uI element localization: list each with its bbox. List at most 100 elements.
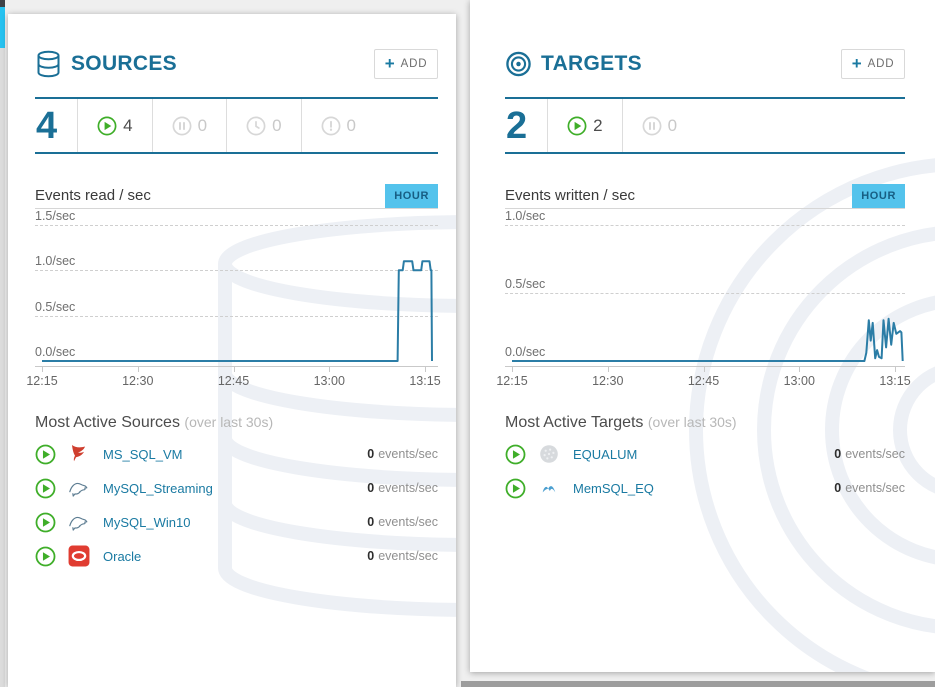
left-edge-track bbox=[0, 48, 5, 687]
alert-icon bbox=[321, 116, 341, 136]
chart-plot bbox=[512, 317, 904, 362]
y-axis-label: 0.5/sec bbox=[505, 277, 546, 291]
play-icon bbox=[567, 116, 587, 136]
window-edge-dark bbox=[0, 0, 5, 7]
sources-total-count: 4 bbox=[36, 104, 58, 147]
chart-line bbox=[42, 260, 433, 362]
sources-chart-header: Events read / sec HOUR bbox=[35, 184, 438, 209]
chart-plot bbox=[42, 260, 433, 362]
sources-header: SOURCES + ADD bbox=[35, 48, 438, 80]
item-name-link[interactable]: EQUALUM bbox=[573, 446, 638, 462]
list-subtitle: (over last 30s) bbox=[647, 414, 737, 430]
rate-unit: events/sec bbox=[378, 515, 438, 529]
list-title: Most Active Targets bbox=[505, 414, 644, 431]
rate-value: 0 bbox=[834, 481, 842, 495]
targets-panel: TARGETS + ADD 2 2 0 Events written / sec … bbox=[470, 0, 935, 672]
rate-unit: events/sec bbox=[845, 481, 905, 495]
database-icon bbox=[35, 50, 62, 78]
horizontal-scrollbar[interactable] bbox=[461, 681, 935, 687]
x-axis-label: 12:15 bbox=[26, 374, 58, 388]
events-read-chart: 1.5/sec 1.0/sec 0.5/sec 0.0/sec 12:15 12:30 12… bbox=[26, 208, 440, 400]
equalum-icon bbox=[538, 443, 560, 465]
source-row: MySQL_Win10 0 events/sec bbox=[35, 505, 438, 539]
rate-unit: events/sec bbox=[378, 447, 438, 461]
rate-value: 0 bbox=[367, 515, 375, 529]
targets-header: TARGETS + ADD bbox=[505, 48, 905, 80]
source-row: MS_SQL_VM 0 events/sec bbox=[35, 437, 438, 471]
status-count: 4 bbox=[123, 115, 133, 135]
most-active-sources: Most Active Sources (over last 30s) MS_S… bbox=[35, 414, 438, 573]
x-axis-tick bbox=[137, 366, 139, 372]
item-name-link[interactable]: MemSQL_EQ bbox=[573, 480, 654, 496]
y-axis-label: 0.0/sec bbox=[505, 345, 546, 359]
add-source-button[interactable]: + ADD bbox=[374, 49, 438, 79]
play-icon bbox=[97, 116, 117, 136]
add-button-label: ADD bbox=[867, 58, 895, 70]
item-name-link[interactable]: MySQL_Streaming bbox=[103, 480, 213, 496]
rate-value: 0 bbox=[367, 481, 375, 495]
add-target-button[interactable]: + ADD bbox=[841, 49, 905, 79]
play-icon bbox=[505, 444, 526, 465]
x-axis-tick bbox=[425, 366, 426, 372]
divider-rule bbox=[505, 152, 905, 154]
oracle-icon bbox=[68, 545, 90, 567]
play-icon bbox=[35, 478, 56, 499]
play-icon bbox=[505, 478, 526, 499]
rate-unit: events/sec bbox=[378, 481, 438, 495]
status-paused[interactable]: 0 bbox=[151, 99, 226, 152]
status-running[interactable]: 2 bbox=[547, 99, 621, 152]
x-axis-label: 12:15 bbox=[496, 374, 528, 388]
status-error[interactable]: 0 bbox=[300, 99, 375, 152]
status-scheduled[interactable]: 0 bbox=[226, 99, 300, 152]
plus-icon: + bbox=[851, 54, 862, 73]
list-title: Most Active Sources bbox=[35, 414, 180, 431]
interval-selector-hour[interactable]: HOUR bbox=[385, 184, 438, 208]
rate-unit: events/sec bbox=[845, 447, 905, 461]
most-active-targets: Most Active Targets (over last 30s) EQUA… bbox=[505, 414, 905, 505]
x-axis-tick bbox=[233, 366, 235, 372]
rate-unit: events/sec bbox=[378, 549, 438, 563]
item-rate: 0 events/sec bbox=[367, 515, 438, 529]
x-axis-tick bbox=[42, 366, 43, 372]
x-axis-label: 12:30 bbox=[592, 374, 624, 388]
plus-icon: + bbox=[384, 54, 395, 73]
status-count: 0 bbox=[272, 115, 282, 135]
play-icon bbox=[35, 546, 56, 567]
x-axis-label: 12:30 bbox=[122, 374, 154, 388]
mysql-icon bbox=[68, 511, 90, 533]
status-running[interactable]: 4 bbox=[77, 99, 151, 152]
targets-chart-header: Events written / sec HOUR bbox=[505, 184, 905, 209]
add-button-label: ADD bbox=[400, 58, 428, 70]
item-name-link[interactable]: Oracle bbox=[103, 548, 142, 564]
divider-rule bbox=[505, 97, 905, 99]
x-axis-tick bbox=[512, 366, 513, 372]
sources-panel: SOURCES + ADD 4 4 0 0 0 Events read / sec H… bbox=[8, 14, 456, 687]
target-icon bbox=[505, 50, 532, 78]
interval-selector-hour[interactable]: HOUR bbox=[852, 184, 905, 208]
status-count: 0 bbox=[346, 115, 357, 135]
status-count: 0 bbox=[667, 115, 678, 135]
source-row: MySQL_Streaming 0 events/sec bbox=[35, 471, 438, 505]
status-count: 0 bbox=[197, 115, 208, 135]
mssql-icon bbox=[68, 443, 90, 465]
x-axis-line bbox=[35, 366, 438, 367]
chart-line bbox=[512, 317, 904, 362]
item-rate: 0 events/sec bbox=[367, 549, 438, 563]
item-rate: 0 events/sec bbox=[367, 481, 438, 495]
item-name-link[interactable]: MySQL_Win10 bbox=[103, 514, 191, 530]
item-name-link[interactable]: MS_SQL_VM bbox=[103, 446, 183, 462]
targets-stats: 2 2 0 bbox=[505, 99, 905, 152]
y-axis-label: 1.0/sec bbox=[505, 209, 546, 223]
rate-value: 0 bbox=[834, 447, 842, 461]
sources-stats: 4 4 0 0 0 bbox=[35, 99, 438, 152]
sources-title: SOURCES bbox=[71, 52, 177, 75]
status-paused[interactable]: 0 bbox=[621, 99, 696, 152]
y-axis-label: 0.5/sec bbox=[35, 299, 76, 314]
item-rate: 0 events/sec bbox=[834, 447, 905, 461]
x-axis-tick bbox=[329, 366, 331, 372]
mysql-icon bbox=[68, 477, 90, 499]
y-axis-label: 1.5/sec bbox=[35, 209, 76, 223]
item-rate: 0 events/sec bbox=[367, 447, 438, 461]
divider-rule bbox=[35, 97, 438, 99]
targets-total-count: 2 bbox=[506, 104, 528, 147]
